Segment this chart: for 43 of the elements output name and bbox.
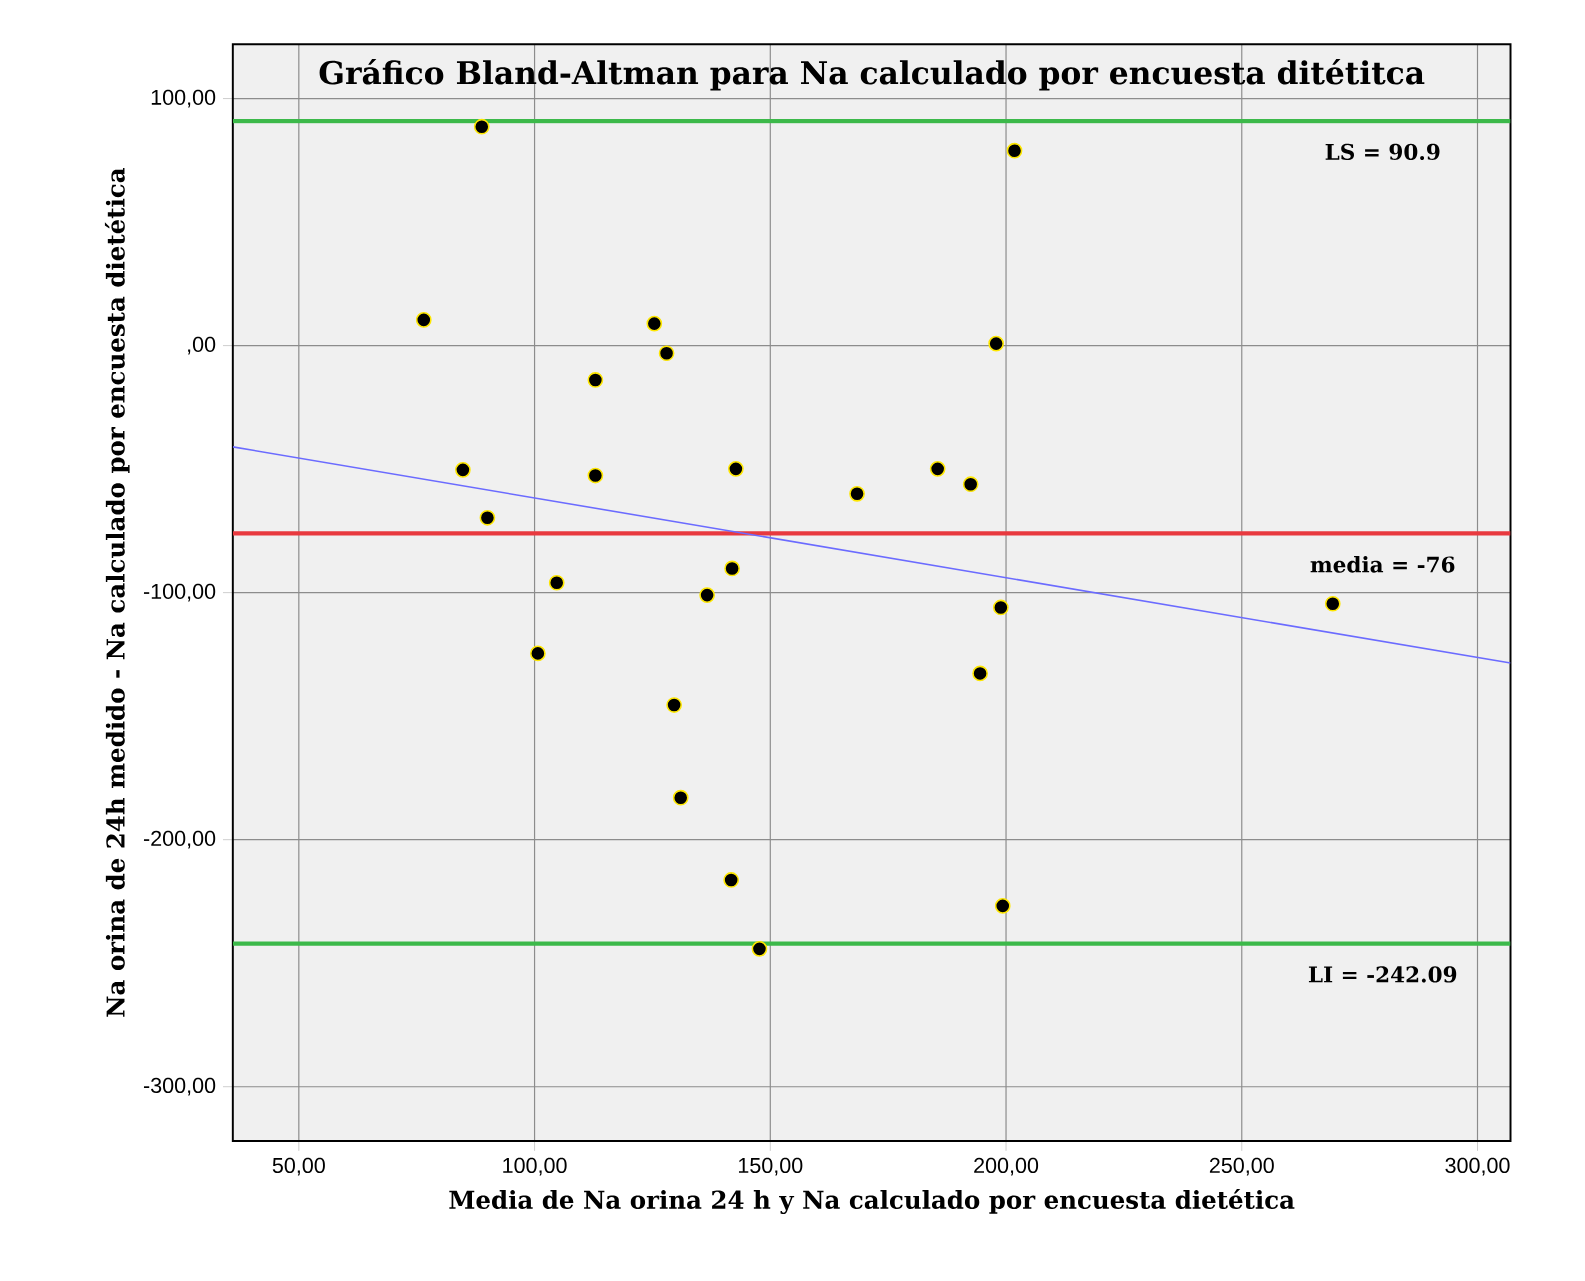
point (992, 599, 1009, 616)
x-tick-label: 150,00 (738, 1158, 803, 1176)
y-tick-label: ,00 (188, 336, 216, 355)
point (473, 119, 490, 135)
point (415, 312, 432, 328)
point (658, 345, 675, 362)
point (699, 587, 715, 604)
point (728, 461, 744, 477)
point (530, 645, 546, 662)
ref-line-label: LI = -242.09 (1308, 966, 1457, 983)
x-tick-label: 50,00 (272, 1158, 325, 1176)
point (587, 372, 604, 388)
point (646, 315, 663, 332)
point (479, 510, 496, 526)
point (724, 560, 740, 577)
y-tick-label: -100,00 (143, 583, 216, 602)
x-tick-label: 250,00 (1209, 1158, 1274, 1176)
point (666, 697, 682, 714)
y-axis-title: Na orina de 24h medido - Na calculado por encuesta dietética (104, 168, 130, 1017)
point (849, 486, 865, 502)
point (548, 575, 565, 591)
y-tick-label: 100,00 (151, 89, 216, 108)
point (672, 790, 689, 806)
chart-title: Gráfico Bland-Altman para Na calculado por encuesta ditétitca (319, 59, 1425, 91)
point (751, 941, 768, 957)
point (455, 462, 471, 478)
point (988, 335, 1004, 352)
y-tick-label: -200,00 (143, 830, 216, 849)
point (994, 898, 1011, 914)
point (1324, 596, 1341, 612)
x-tick-label: 300,00 (1445, 1158, 1510, 1176)
point (929, 461, 946, 477)
ref-line-label: LS = 90.9 (1325, 143, 1440, 161)
x-tick-label: 200,00 (974, 1158, 1039, 1176)
point (1006, 143, 1023, 159)
y-tick-label: -300,00 (143, 1078, 216, 1096)
point (587, 467, 604, 484)
point (962, 476, 979, 493)
x-axis-title: Media de Na orina 24 h y Na calculado por encuesta dietética (449, 1189, 1295, 1215)
x-tick-label: 100,00 (503, 1158, 567, 1176)
point (972, 665, 988, 682)
ref-line-label: media = -76 (1310, 556, 1455, 573)
point (723, 872, 740, 888)
